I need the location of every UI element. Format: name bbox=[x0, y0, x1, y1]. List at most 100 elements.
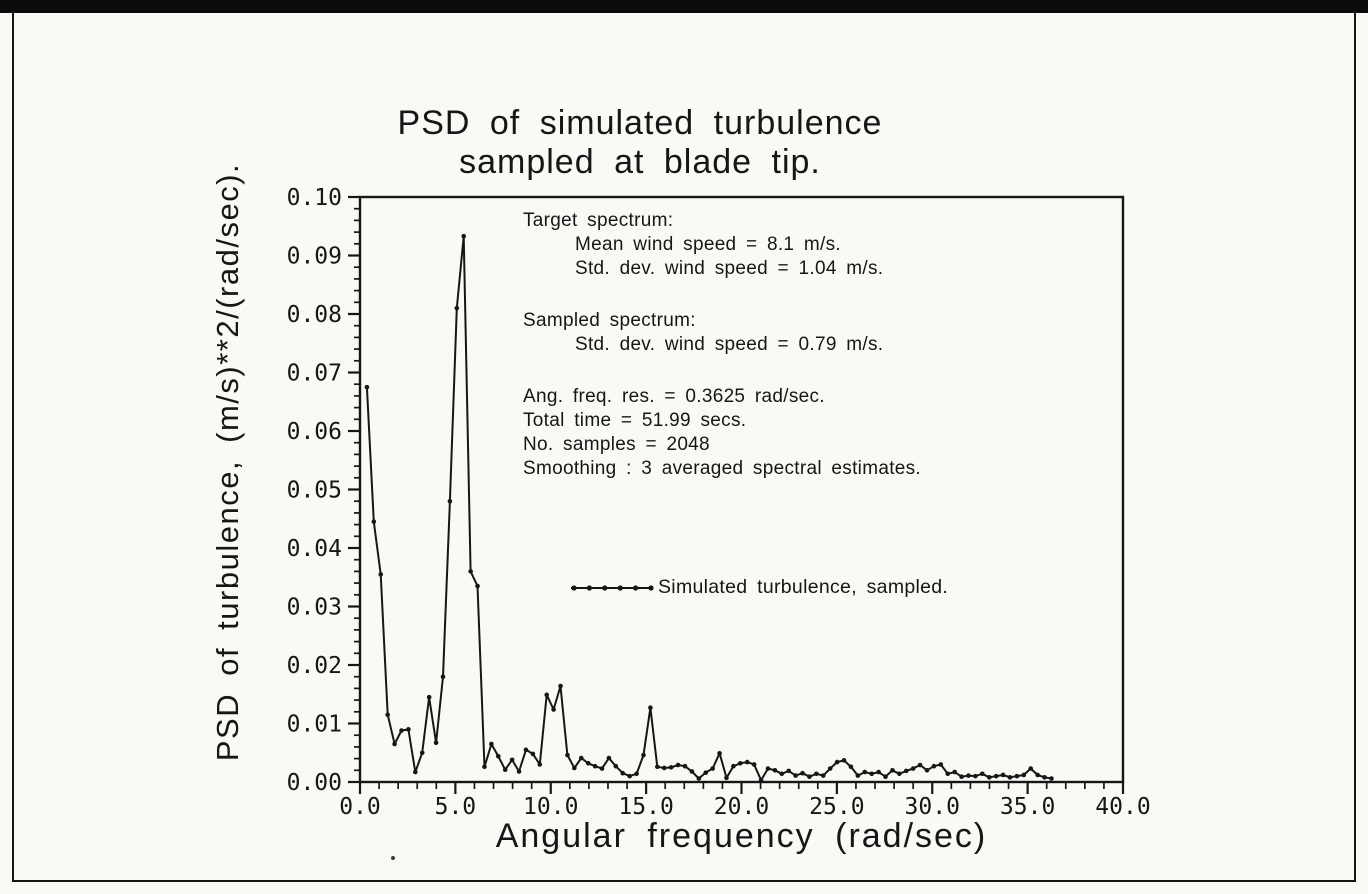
data-point-marker bbox=[820, 773, 826, 778]
data-point-marker bbox=[862, 769, 868, 775]
data-point-marker bbox=[793, 773, 798, 778]
data-point-marker bbox=[454, 305, 460, 311]
data-point-marker bbox=[924, 768, 930, 773]
data-point-marker bbox=[765, 766, 771, 771]
data-point-marker bbox=[634, 771, 639, 777]
data-point-marker bbox=[883, 774, 888, 780]
data-point-marker bbox=[606, 755, 612, 761]
data-point-marker bbox=[578, 755, 584, 761]
data-point-marker bbox=[814, 771, 819, 777]
chart-title-line2: sampled at blade tip. bbox=[459, 143, 821, 181]
data-point-marker bbox=[689, 769, 695, 774]
data-point-marker bbox=[419, 750, 425, 756]
data-point-marker bbox=[1014, 773, 1020, 779]
data-point-marker bbox=[938, 762, 944, 767]
scan-frame-border bbox=[12, 10, 1356, 882]
legend-marker-dot bbox=[602, 585, 608, 591]
legend-sample bbox=[571, 585, 654, 591]
data-point-marker bbox=[655, 764, 660, 770]
data-point-marker bbox=[641, 752, 646, 758]
data-point-marker bbox=[433, 740, 439, 746]
data-point-marker bbox=[834, 759, 840, 765]
data-point-marker bbox=[399, 728, 404, 733]
data-point-marker bbox=[406, 727, 411, 732]
data-point-marker bbox=[385, 712, 390, 718]
data-point-marker bbox=[724, 775, 729, 781]
annotation-block: Target spectrum: Mean wind speed = 8.1 m… bbox=[523, 209, 921, 481]
data-point-marker bbox=[800, 770, 805, 776]
x-tick-label: 15.0 bbox=[618, 794, 673, 820]
data-point-marker bbox=[993, 773, 999, 779]
data-point-marker bbox=[392, 741, 397, 747]
y-tick-label: 0.03 bbox=[287, 595, 342, 621]
annotation-line: Std. dev. wind speed = 0.79 m/s. bbox=[575, 334, 884, 355]
data-point-marker bbox=[489, 741, 494, 747]
data-point-marker bbox=[502, 767, 508, 773]
data-point-marker bbox=[475, 583, 480, 589]
data-point-marker bbox=[731, 763, 736, 769]
data-point-marker bbox=[648, 705, 653, 711]
x-tick-label: 20.0 bbox=[714, 794, 769, 820]
data-point-marker bbox=[841, 758, 847, 763]
data-point-marker bbox=[703, 770, 709, 775]
y-tick-label: 0.09 bbox=[287, 244, 342, 270]
data-point-marker bbox=[807, 774, 812, 780]
data-point-marker bbox=[668, 765, 674, 770]
y-axis-title: PSD of turbulence, (m/s)**2/(rad/sec). bbox=[210, 162, 245, 762]
data-point-marker bbox=[848, 764, 854, 770]
data-point-marker bbox=[1021, 772, 1027, 778]
data-point-marker bbox=[530, 751, 536, 757]
x-axis-ticks bbox=[358, 782, 1125, 794]
data-point-marker bbox=[495, 753, 501, 759]
data-point-marker bbox=[973, 773, 978, 779]
data-point-marker bbox=[758, 777, 764, 783]
data-point-marker bbox=[738, 760, 743, 766]
data-point-marker bbox=[468, 569, 473, 574]
y-tick-label: 0.07 bbox=[287, 361, 342, 387]
data-point-marker bbox=[869, 771, 874, 777]
annotation-line: Smoothing : 3 averaged spectral estimate… bbox=[523, 458, 922, 479]
y-tick-label: 0.08 bbox=[287, 302, 342, 328]
data-point-marker bbox=[461, 233, 467, 239]
data-point-marker bbox=[959, 774, 964, 780]
legend-marker-dot bbox=[571, 585, 577, 591]
legend-marker-dot bbox=[648, 585, 654, 591]
psd-curve bbox=[364, 233, 1054, 783]
y-axis-ticks bbox=[348, 195, 360, 784]
data-point-marker bbox=[827, 766, 833, 771]
legend-marker-dot bbox=[586, 585, 593, 591]
x-tick-label: 0.0 bbox=[339, 794, 381, 820]
legend-marker-dot bbox=[633, 585, 639, 591]
annotation-line: No. samples = 2048 bbox=[523, 434, 710, 455]
data-point-marker bbox=[675, 762, 681, 768]
data-point-marker bbox=[910, 766, 916, 771]
data-point-marker bbox=[509, 757, 515, 763]
data-point-marker bbox=[447, 498, 453, 504]
data-point-marker bbox=[661, 765, 667, 771]
annotation-line: Sampled spectrum: bbox=[523, 310, 696, 331]
annotation-line: Target spectrum: bbox=[523, 210, 674, 231]
data-point-marker bbox=[1035, 772, 1040, 778]
data-point-marker bbox=[544, 692, 549, 698]
legend-label: Simulated turbulence, sampled. bbox=[658, 576, 949, 598]
annotation-line: Mean wind speed = 8.1 m/s. bbox=[575, 234, 841, 255]
data-point-marker bbox=[980, 771, 985, 777]
data-point-marker bbox=[516, 769, 522, 774]
data-point-marker bbox=[897, 771, 902, 777]
data-point-marker bbox=[855, 773, 861, 778]
data-point-marker bbox=[945, 771, 951, 777]
data-point-marker bbox=[1028, 766, 1034, 771]
x-tick-label: 30.0 bbox=[905, 794, 960, 820]
data-point-marker bbox=[482, 764, 487, 770]
x-tick-label: 10.0 bbox=[523, 794, 578, 820]
x-tick-label: 35.0 bbox=[1000, 794, 1055, 820]
data-point-marker bbox=[952, 769, 957, 775]
data-point-marker bbox=[966, 773, 971, 778]
data-point-marker bbox=[751, 762, 757, 767]
data-point-marker bbox=[890, 768, 895, 773]
data-point-marker bbox=[599, 766, 605, 771]
x-tick-label: 40.0 bbox=[1095, 794, 1150, 820]
annotation-line: Std. dev. wind speed = 1.04 m/s. bbox=[575, 258, 884, 279]
data-point-marker bbox=[523, 747, 529, 753]
